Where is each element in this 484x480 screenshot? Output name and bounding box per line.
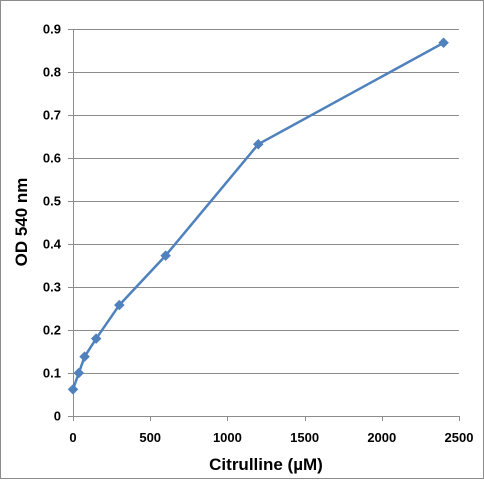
data-point-6 [252,138,264,150]
data-point-7 [438,37,449,49]
y-tick-label-5: 0.5 [43,194,61,209]
plot-area [73,29,459,416]
y-tick-label-1: 0.1 [43,366,61,381]
y-tick-label-2: 0.2 [43,323,61,338]
x-tick-label-3: 1500 [290,430,319,445]
plot-background [73,29,459,416]
x-tick-label-4: 2000 [367,430,396,445]
y-tick-label-3: 0.3 [43,280,61,295]
x-axis-title: Citrulline (µM) [209,455,323,474]
y-tick-label-4: 0.4 [43,237,62,252]
y-axis-title: OD 540 nm [12,178,31,267]
data-point-5 [160,250,171,261]
data-point-3 [90,333,102,344]
x-tick-label-5: 2500 [445,430,474,445]
y-tick-label-6: 0.6 [43,151,61,166]
series-layer [67,37,449,395]
y-tick-labels: 0 0.1 0.2 0.3 0.4 0.5 0.6 0.7 0.8 0.9 [43,22,62,424]
y-tick-label-8: 0.8 [43,65,61,80]
data-point-0 [67,383,79,395]
x-tick-label-1: 500 [139,430,161,445]
y-tick-label-7: 0.7 [43,108,61,123]
y-tick-label-9: 0.9 [43,22,61,37]
data-point-2 [79,351,90,363]
y-tick-label-0: 0 [54,409,61,424]
data-point-1 [73,367,85,379]
axes [68,29,460,421]
x-tick-label-0: 0 [69,430,76,445]
x-tick-label-2: 1000 [213,430,242,445]
data-point-4 [113,299,125,311]
x-tick-labels: 0 500 1000 1500 2000 2500 [69,430,473,445]
